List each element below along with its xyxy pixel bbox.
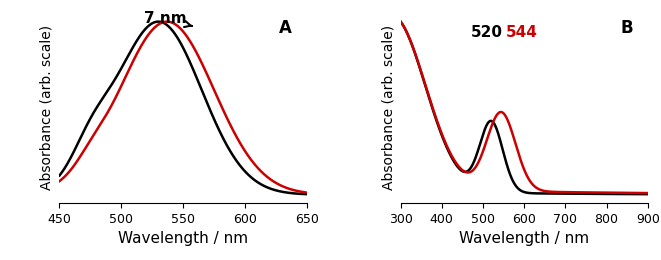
Text: 7 nm: 7 nm	[143, 11, 192, 27]
Text: B: B	[620, 19, 633, 37]
Text: 544: 544	[506, 25, 537, 40]
X-axis label: Wavelength / nm: Wavelength / nm	[118, 231, 248, 246]
X-axis label: Wavelength / nm: Wavelength / nm	[459, 231, 589, 246]
Text: A: A	[279, 19, 292, 37]
Y-axis label: Absorbance (arb. scale): Absorbance (arb. scale)	[381, 25, 395, 191]
Text: 520: 520	[471, 25, 503, 40]
Y-axis label: Absorbance (arb. scale): Absorbance (arb. scale)	[40, 25, 54, 191]
